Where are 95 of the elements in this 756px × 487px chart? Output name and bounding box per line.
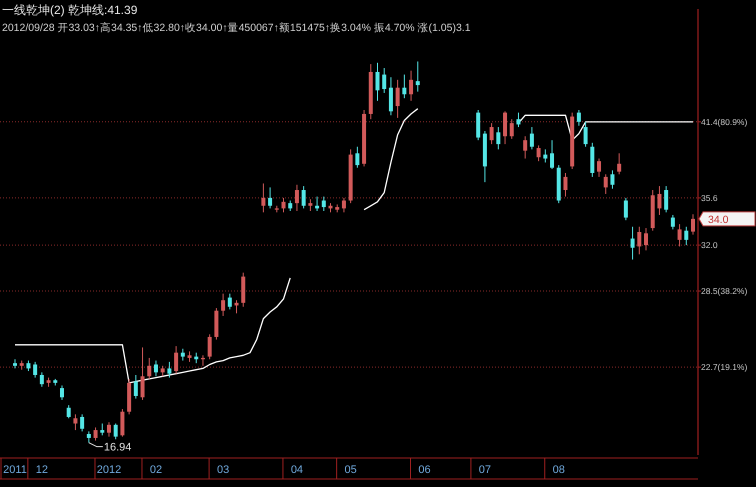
y-tick-label: 32.0: [701, 240, 718, 250]
candlestick: [617, 152, 622, 175]
candlestick: [167, 361, 172, 378]
candlestick: [180, 348, 185, 362]
chart-title: 一线乾坤(2) 乾坤线:41.39: [2, 3, 138, 17]
candlestick: [261, 182, 266, 213]
candlestick: [80, 414, 84, 432]
candlestick: [86, 430, 91, 444]
candlestick: [147, 357, 152, 380]
x-tick-label: 06: [418, 464, 431, 476]
y-tick-label: 41.4(80.9%): [701, 116, 748, 127]
candlestick: [375, 62, 380, 102]
candlestick: [208, 334, 212, 360]
candlestick: [624, 197, 628, 221]
candlestick: [66, 404, 71, 419]
candlestick: [396, 79, 400, 118]
candlestick: [584, 121, 588, 148]
candlestick: [282, 197, 286, 213]
candlestick: [342, 197, 346, 213]
candlestick: [194, 352, 198, 364]
candlestick: [664, 186, 668, 213]
candlestick: [604, 174, 608, 194]
candlestick: [188, 350, 192, 362]
candlestick: [382, 68, 386, 94]
candlestick: [597, 158, 602, 178]
y-tick-label: 28.5(38.2%): [701, 286, 748, 296]
candlestick: [288, 200, 292, 212]
candlestick: [33, 361, 38, 378]
candlestick: [228, 293, 232, 310]
candlestick: [543, 148, 548, 163]
candlestick: [536, 144, 541, 162]
candlestick: [302, 186, 306, 209]
candlestick: [496, 126, 500, 150]
candlestick: [160, 365, 165, 377]
candlestick: [308, 198, 312, 212]
candlestick: [416, 60, 420, 92]
candlestick: [530, 126, 534, 150]
candlestick: [140, 346, 145, 400]
x-tick-label: 05: [344, 464, 357, 476]
y-tick-label: 22.7(19.1%): [701, 362, 748, 372]
candlestick: [630, 226, 635, 260]
candlestick: [60, 384, 64, 400]
candlestick: [154, 360, 158, 377]
candlestick: [684, 226, 688, 246]
candlestick: [510, 118, 514, 140]
candlestick: [550, 140, 554, 170]
candlestick: [523, 136, 528, 160]
candlestick: [563, 172, 568, 198]
candlestick: [657, 186, 662, 216]
candlestick: [268, 186, 272, 209]
candlestick: [40, 372, 44, 388]
candlestick: [315, 196, 320, 212]
x-tick-label: 2012: [96, 464, 122, 476]
candlestick: [490, 122, 494, 145]
candlestick: [120, 408, 124, 438]
candlestick: [134, 374, 138, 400]
candlestick: [322, 196, 326, 212]
candlestick: [576, 110, 581, 126]
candlestick: [678, 224, 682, 247]
candlestick: [402, 74, 406, 99]
candlestick: [294, 184, 299, 212]
x-tick-label: 12: [36, 464, 48, 476]
y-tick-label: 35.6: [701, 192, 718, 203]
x-tick-label: 08: [552, 464, 565, 476]
x-tick-label: 02: [150, 464, 162, 476]
x-tick-label: 04: [290, 464, 304, 476]
candlestick: [20, 360, 24, 370]
candlestick: [26, 360, 30, 372]
candlestick: [644, 228, 648, 251]
candlestick: [221, 293, 226, 316]
candlestick: [388, 76, 393, 116]
candlestick: [503, 110, 508, 145]
candlestick: [355, 146, 360, 168]
candlestick: [13, 358, 17, 369]
annotation: 16.94: [104, 442, 132, 454]
x-tick-label: 03: [216, 464, 230, 476]
candlestick: [114, 423, 118, 440]
candlestick: [100, 423, 104, 436]
text: 2012/09/28 开33.03↑高34.35↑低32.80↑收34.00↑量450067↑额151475↑换3.04% 振4.70% 涨(1.05)3.1: [2, 21, 471, 34]
candlestick: [106, 422, 111, 438]
candlestick: [328, 202, 333, 213]
candlestick: [516, 112, 520, 128]
candlestick: [409, 70, 414, 102]
candlestick: [73, 414, 78, 431]
candlestick: [174, 346, 178, 374]
candlestick: [94, 426, 98, 442]
text: 34.0: [708, 214, 729, 226]
candlestick: [46, 377, 51, 388]
candlestick: [670, 214, 675, 230]
candlestick: [610, 170, 614, 190]
candlestick: [637, 226, 642, 255]
x-tick-label: 07: [478, 464, 492, 476]
candlestick: [234, 300, 239, 314]
candlestick: [691, 214, 695, 236]
x-tick-label: 2011: [3, 464, 27, 476]
